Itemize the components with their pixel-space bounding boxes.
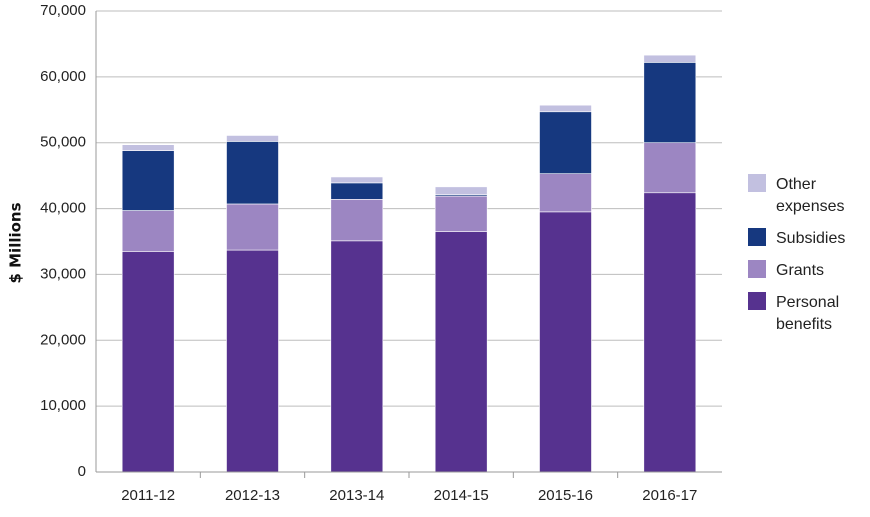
bar-segment [226, 203, 279, 251]
legend-swatch [748, 260, 766, 278]
y-tick-label: 10,000 [40, 397, 86, 414]
y-tick-label: 20,000 [40, 331, 86, 348]
bar-segment [539, 104, 592, 113]
legend-swatch [748, 292, 766, 310]
legend-label: Personal benefits [776, 294, 839, 333]
legend-label: Other expenses [776, 176, 845, 215]
x-tick-label: 2012-13 [225, 487, 280, 504]
x-tick-label: 2014-15 [434, 487, 489, 504]
bar-segment [226, 135, 279, 142]
bar-segment [121, 144, 175, 151]
bar-segment [121, 150, 175, 211]
x-tick-labels: 2011-12 2012-13 2013-14 2014-15 2015-16 2016-… [121, 487, 697, 504]
legend-swatch [748, 174, 766, 192]
axes [95, 11, 722, 478]
x-tick-label: 2016-17 [642, 487, 697, 504]
legend-label: Subsidies [776, 230, 845, 247]
bar-segment [121, 251, 175, 473]
bars [121, 54, 697, 473]
bar-segment [330, 176, 384, 184]
bar-segment [121, 210, 175, 252]
bar-segment [434, 195, 488, 232]
y-tick-label: 0 [78, 463, 86, 480]
gridlines [96, 10, 722, 407]
bar-segment [643, 54, 697, 63]
legend-swatch [748, 228, 766, 246]
bar-segment [539, 211, 592, 473]
bar-segment [539, 173, 592, 213]
bar-segment [330, 182, 384, 200]
bar-segment [434, 186, 488, 196]
y-tick-labels: 0 10,000 20,000 30,000 40,000 50,000 60,000 70,… [40, 2, 86, 480]
legend-label: Grants [776, 262, 824, 279]
bar-segment [226, 141, 279, 205]
legend: Other expenses Subsidies Grants Personal bene… [748, 174, 845, 333]
y-tick-label: 60,000 [40, 68, 86, 85]
bar-segment [643, 62, 697, 144]
y-tick-label: 40,000 [40, 200, 86, 217]
y-tick-label: 50,000 [40, 134, 86, 151]
bar-segment [643, 142, 697, 194]
bar-segment [643, 192, 697, 473]
bar-segment [434, 231, 488, 473]
x-tick-label: 2015-16 [538, 487, 593, 504]
bar-segment [539, 111, 592, 174]
bar-segment [226, 249, 279, 473]
y-axis-title: $ Millions [7, 202, 25, 283]
x-tick-label: 2011-12 [121, 487, 175, 504]
x-tick-label: 2013-14 [329, 487, 384, 504]
y-tick-label: 70,000 [40, 2, 86, 19]
y-tick-label: 30,000 [40, 265, 86, 282]
bar-segment [330, 199, 384, 242]
bar-segment [330, 240, 384, 473]
